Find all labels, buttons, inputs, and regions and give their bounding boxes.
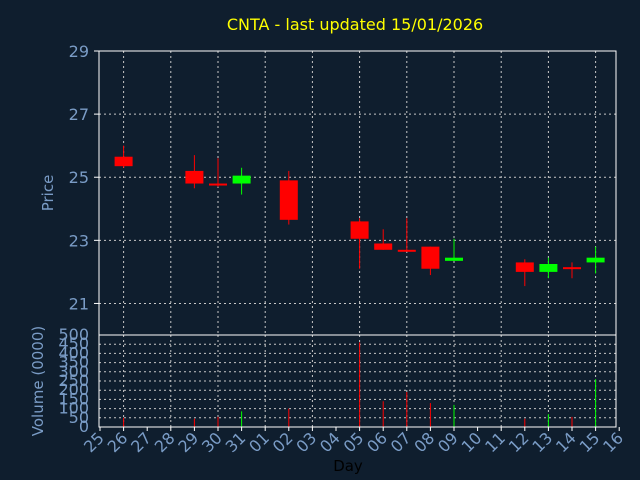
volume-axis-label: Volume (0000) [29,326,47,436]
price-y-tick-label: 27 [69,105,89,124]
price-candles [114,145,605,287]
volume-y-tick-label: 250 [58,371,89,390]
volume-bars [123,342,597,427]
candle-body-06 [374,243,393,250]
volume-y-tick-label: 450 [58,334,89,353]
candle-body-12 [515,262,534,272]
chart-title: CNTA - last updated 15/01/2026 [227,15,483,34]
volume-y-tick-label: 300 [58,362,89,381]
candle-body-09 [445,257,463,261]
price-y-tick-label: 25 [69,168,89,187]
candle-body-08 [421,246,440,269]
candle-body-13 [539,264,558,272]
price-axis-label: Price [39,175,57,212]
price-y-tick-label: 23 [69,231,89,250]
candle-body-05 [350,221,369,239]
volume-y-tick-label: 400 [58,343,89,362]
candle-body-07 [397,249,416,252]
candle-body-02 [279,180,298,220]
price-y-tick-label: 21 [69,294,89,313]
volume-y-tick-label: 350 [58,353,89,372]
volume-y-tick-label: 200 [58,380,89,399]
volume-panel-border [98,334,617,428]
candle-body-30 [209,183,227,186]
x-axis-label: Day [333,457,363,475]
candle-body-15 [586,257,605,263]
price-y-tick-label: 29 [69,42,89,61]
volume-y-tick-label: 150 [58,389,89,408]
x-axis-ticks: 2526272829303101020304050607080910111213… [80,427,627,456]
volume-y-tick-label: 100 [58,399,89,418]
price-y-ticks: 21 23 25 27 29 [69,42,99,313]
candle-body-31 [232,175,251,184]
candle-body-29 [185,170,204,184]
candle-body-26 [114,156,133,167]
volume-y-tick-label: 50 [69,408,89,427]
candle-body-14 [563,267,581,270]
volume-y-tick-label: 500 [58,325,89,344]
volume-y-tick-label: 0 [79,417,89,436]
